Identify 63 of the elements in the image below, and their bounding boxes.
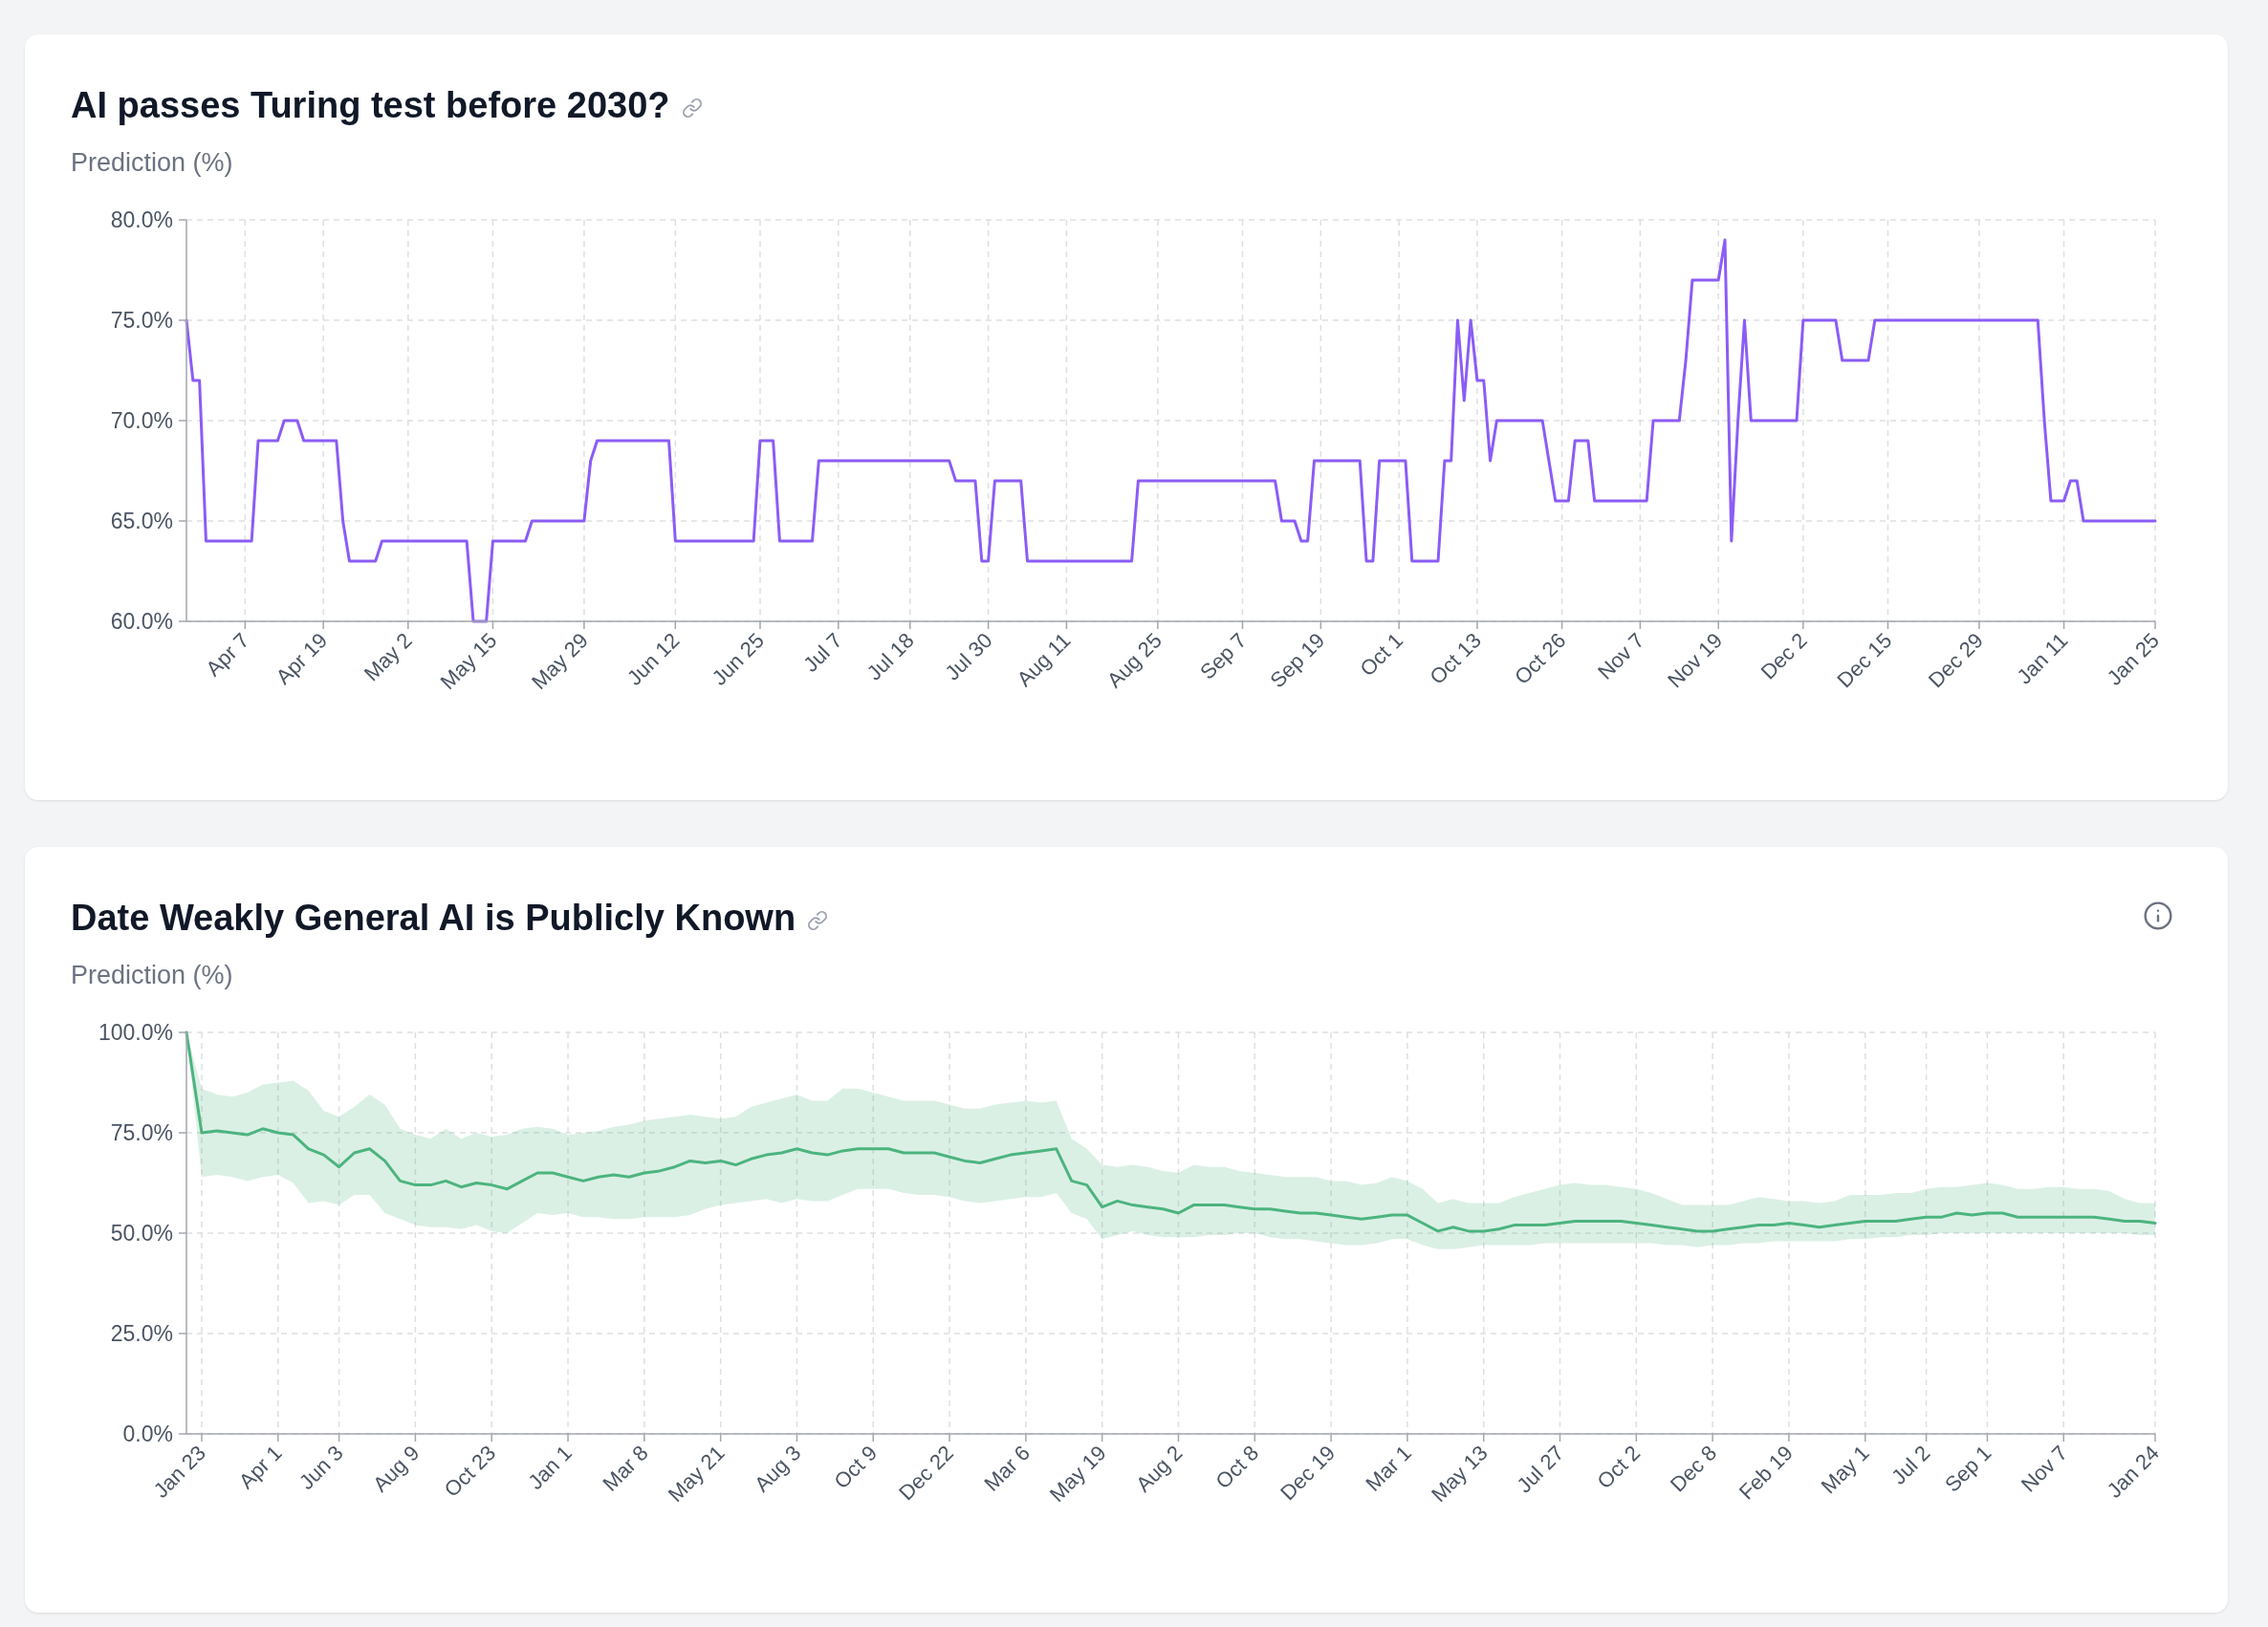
x-tick-label: May 1 [1816,1441,1874,1499]
x-tick-label: Apr 7 [201,628,254,682]
x-tick-label: Dec 8 [1665,1441,1722,1497]
x-tick-label: Oct 2 [1592,1441,1646,1494]
x-tick-label: Dec 29 [1923,628,1988,693]
x-tick-label: Aug 2 [1131,1441,1188,1497]
x-tick-label: Jul 27 [1512,1441,1569,1498]
x-tick-label: Feb 19 [1734,1441,1798,1505]
x-tick-label: Aug 11 [1012,628,1076,692]
x-tick-label: Sep 7 [1195,628,1252,684]
x-tick-label: Mar 1 [1361,1441,1416,1496]
x-tick-label: May 2 [359,628,417,686]
x-tick-label: Nov 19 [1663,628,1728,693]
y-tick-label: 50.0% [110,1221,173,1247]
x-tick-label: Oct 8 [1210,1441,1264,1494]
y-tick-label: 100.0% [98,1020,173,1046]
x-tick-label: Oct 1 [1355,628,1408,682]
chart-title: AI passes Turing test before 2030? [71,85,670,125]
x-tick-label: May 21 [663,1441,730,1507]
x-tick-label: Dec 19 [1276,1441,1341,1506]
x-tick-label: Jan 25 [2102,628,2164,690]
x-tick-label: Mar 8 [598,1441,653,1496]
x-tick-label: May 29 [527,628,593,694]
y-tick-label: 80.0% [110,207,173,233]
y-tick-label: 65.0% [110,509,173,534]
x-tick-label: Jun 12 [622,628,685,690]
x-tick-label: Dec 2 [1756,628,1812,684]
x-tick-label: Oct 9 [829,1441,883,1494]
y-tick-label: 75.0% [110,1120,173,1146]
x-tick-label: May 15 [435,628,502,694]
x-tick-label: Jul 18 [861,628,919,685]
x-tick-label: Oct 26 [1510,628,1571,689]
y-tick-label: 25.0% [110,1321,173,1347]
chart-subtitle: Prediction (%) [71,148,233,177]
y-tick-label: 60.0% [110,609,173,635]
x-tick-label: Oct 13 [1425,628,1486,689]
x-tick-label: May 13 [1426,1441,1493,1507]
x-tick-label: Sep 1 [1940,1441,1996,1497]
x-tick-label: Mar 6 [979,1441,1035,1496]
x-tick-label: Jan 11 [2012,628,2073,689]
x-tick-label: Jan 24 [2102,1441,2164,1503]
x-tick-label: Aug 9 [368,1441,425,1497]
x-tick-label: Jul 2 [1886,1441,1935,1489]
x-tick-label: May 19 [1044,1441,1111,1507]
x-tick-label: Dec 15 [1832,628,1897,693]
chart-subtitle: Prediction (%) [71,961,233,989]
chart-title: Date Weakly General AI is Publicly Known [71,898,796,938]
x-tick-label: Aug 25 [1101,628,1167,693]
x-tick-label: Oct 23 [439,1441,501,1502]
x-tick-label: Dec 22 [894,1441,959,1506]
y-tick-label: 75.0% [110,308,173,334]
x-tick-label: Jul 30 [940,628,997,685]
x-tick-label: Aug 3 [750,1441,806,1497]
x-tick-label: Jul 7 [798,628,847,677]
x-tick-label: Nov 7 [1593,628,1649,684]
x-tick-label: Apr 19 [271,628,333,689]
x-tick-label: Jun 3 [294,1441,348,1495]
x-tick-label: Nov 7 [2016,1441,2073,1497]
x-tick-label: Jun 25 [707,628,769,690]
x-tick-label: Apr 1 [233,1441,287,1494]
x-tick-label: Sep 19 [1265,628,1330,693]
y-tick-label: 70.0% [110,408,173,434]
x-tick-label: Jan 1 [523,1441,578,1495]
